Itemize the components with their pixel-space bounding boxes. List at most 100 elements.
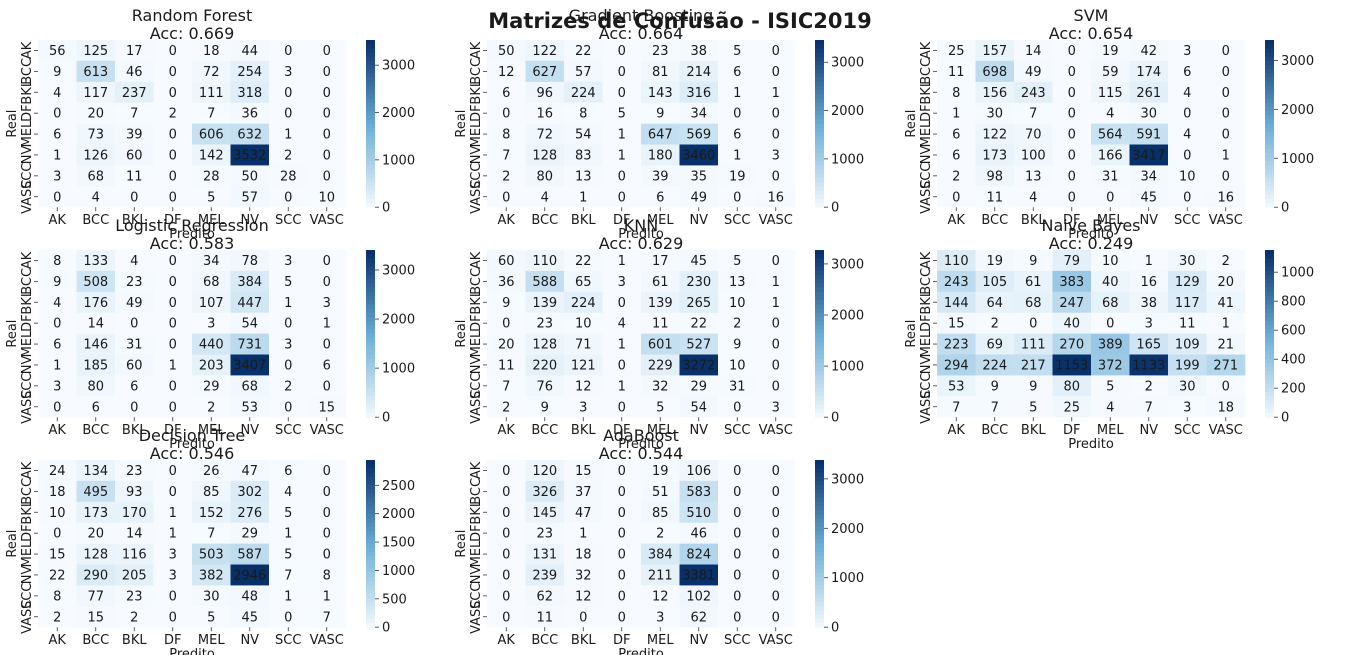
cell-value-label: 0 — [618, 358, 626, 373]
cell-value-label: 62 — [690, 610, 707, 625]
heatmap-cell — [230, 606, 270, 628]
colorbar-segment — [366, 581, 375, 586]
cell-value-label: 271 — [1213, 358, 1238, 373]
heatmap-cell — [307, 250, 347, 272]
heatmap-cell — [269, 102, 308, 124]
cell-value-label: 111 — [1021, 338, 1046, 353]
heatmap-cell — [525, 522, 565, 544]
colorbar-segment — [366, 186, 375, 191]
heatmap-cell — [76, 543, 116, 565]
heatmap-cell — [269, 606, 308, 628]
colorbar-segment — [1265, 346, 1274, 351]
heatmap-cell — [115, 81, 154, 103]
colorbar-segment — [815, 464, 824, 469]
colorbar-segment — [1265, 258, 1274, 264]
cell-value-label: 3 — [618, 275, 626, 290]
heatmap-cell — [602, 312, 642, 334]
colorbar-segment — [1265, 308, 1274, 314]
subplot-title: AdaBoost — [603, 426, 679, 445]
cell-value-label: 6 — [53, 338, 61, 353]
cell-value-label: 30 — [1179, 379, 1196, 394]
heatmap-cell — [1168, 396, 1207, 418]
heatmap-cell — [269, 186, 308, 208]
colorbar-segment — [815, 308, 824, 314]
colorbar-segment — [815, 94, 824, 100]
cell-value-label: 117 — [83, 86, 108, 101]
cell-value-label: 165 — [1136, 338, 1161, 353]
cell-value-label: 25 — [948, 44, 965, 59]
heatmap-cell — [679, 250, 719, 272]
heatmap-cell — [525, 102, 565, 124]
colorbar-segment — [366, 127, 375, 133]
heatmap-cell — [679, 165, 719, 187]
cell-value-label: 0 — [169, 148, 177, 163]
heatmap-cell — [230, 186, 270, 208]
heatmap-cell — [1052, 375, 1092, 397]
cell-value-label: 10 — [729, 296, 746, 311]
colorbar-segment — [1265, 203, 1274, 208]
heatmap-cell — [269, 165, 308, 187]
heatmap-cell — [230, 460, 270, 482]
cell-value-label: 22 — [690, 317, 707, 332]
heatmap-cell — [937, 354, 976, 376]
x-tick-label: BCC — [82, 213, 109, 228]
colorbar-segment — [1265, 85, 1274, 91]
colorbar-segment — [1265, 127, 1274, 133]
cell-value-label: 0 — [618, 548, 626, 563]
colorbar-segment — [1265, 329, 1274, 335]
heatmap-cell — [602, 501, 642, 523]
cell-value-label: 24 — [49, 464, 66, 479]
cell-value-label: 14 — [126, 527, 143, 542]
y-tick-label: NV — [469, 356, 484, 375]
colorbar-segment — [1265, 52, 1274, 58]
cell-value-label: 11 — [652, 317, 669, 332]
colorbar-segment — [1265, 254, 1274, 259]
colorbar-tick-label: 600 — [1281, 324, 1306, 339]
cell-value-label: 508 — [83, 275, 108, 290]
heatmap-cell — [1014, 291, 1053, 313]
colorbar-tick-label: 400 — [1281, 353, 1306, 368]
heatmap-cell — [192, 123, 231, 145]
heatmap-cell — [756, 396, 796, 418]
cell-value-label: 5 — [284, 506, 292, 521]
colorbar-tick-label: 2500 — [382, 479, 415, 494]
heatmap-cell — [230, 291, 270, 313]
heatmap-cell — [115, 501, 154, 523]
cell-value-label: 0 — [618, 485, 626, 500]
heatmap-adaboost: 0 120 15 0 19 106 0 00 326 37 0 51 583 0 00 145 47 0 85 510… — [454, 426, 864, 655]
heatmap-cell — [641, 606, 680, 628]
heatmap-cell — [1091, 270, 1130, 293]
heatmap-cell — [602, 144, 642, 166]
heatmap-cell — [1206, 312, 1246, 334]
colorbar-segment — [815, 556, 824, 561]
colorbar-segment — [366, 400, 375, 406]
y-axis-label: Real — [454, 320, 469, 348]
cell-value-label: 0 — [169, 169, 177, 184]
cell-value-label: 647 — [648, 128, 673, 143]
cell-value-label: 17 — [652, 254, 669, 269]
heatmap-cell — [679, 543, 719, 565]
y-tick-label: AK — [919, 41, 934, 59]
colorbar-segment — [366, 413, 375, 418]
cell-value-label: 0 — [284, 358, 292, 373]
colorbar-segment — [366, 585, 375, 591]
heatmap-cell — [76, 480, 116, 503]
heatmap-cell — [192, 606, 231, 628]
heatmap-logistic-regression: 8 133 4 0 34 78 3 09 508 23 0 68 384 5 04 176 49 0 107 447 1… — [5, 216, 415, 452]
cell-value-label: 6 — [502, 86, 510, 101]
heatmap-cell — [269, 81, 308, 103]
heatmap-cell — [718, 543, 757, 565]
colorbar-segment — [815, 48, 824, 54]
heatmap-cell — [564, 102, 603, 124]
cell-value-label: 35 — [690, 169, 707, 184]
colorbar-segment — [366, 577, 375, 582]
colorbar-segment — [815, 568, 824, 574]
x-tick-label: AK — [49, 423, 67, 438]
heatmap-cell — [269, 501, 308, 523]
cell-value-label: 16 — [1217, 190, 1234, 205]
subplot-accuracy: Acc: 0.654 — [1049, 24, 1134, 43]
cell-value-label: 34 — [690, 107, 707, 122]
x-tick-label: MEL — [647, 213, 674, 228]
cell-value-label: 7 — [207, 527, 215, 542]
cell-value-label: 157 — [982, 44, 1007, 59]
